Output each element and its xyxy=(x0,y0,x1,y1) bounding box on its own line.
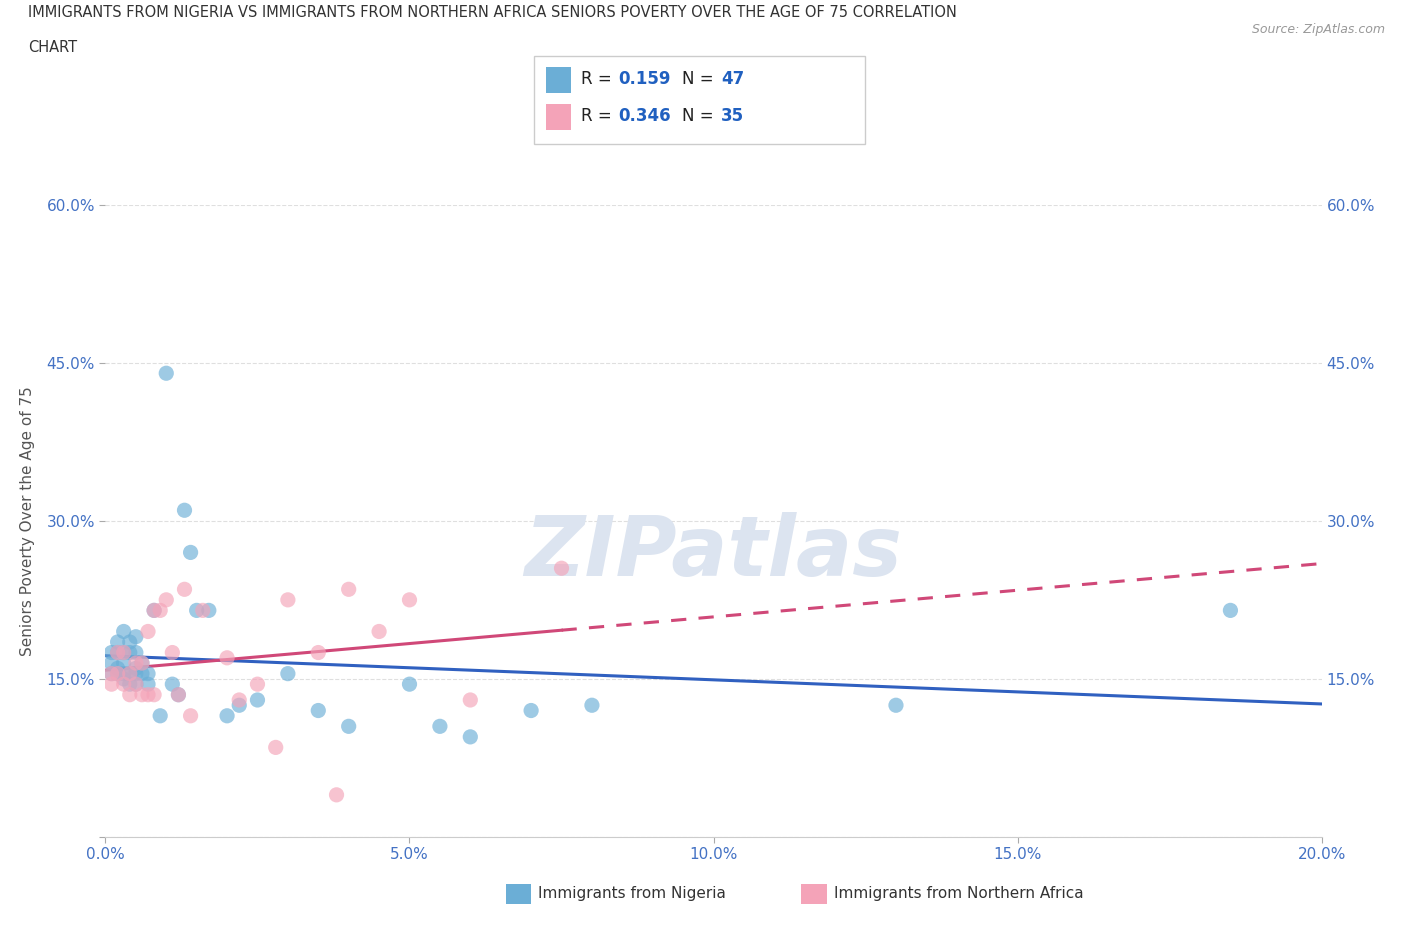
Text: N =: N = xyxy=(682,107,718,126)
Point xyxy=(277,592,299,607)
Text: 0.159: 0.159 xyxy=(619,70,671,88)
Text: CHART: CHART xyxy=(28,40,77,55)
Point xyxy=(112,624,135,639)
Point xyxy=(307,645,329,660)
Point xyxy=(581,698,603,712)
Point xyxy=(155,365,177,380)
Point xyxy=(107,645,129,660)
Point xyxy=(149,603,172,618)
Point xyxy=(162,677,184,692)
Point xyxy=(143,687,166,702)
Point xyxy=(112,671,135,686)
Point xyxy=(246,677,269,692)
Point xyxy=(107,666,129,681)
Point xyxy=(167,687,190,702)
Text: ZIPatlas: ZIPatlas xyxy=(524,512,903,593)
Text: IMMIGRANTS FROM NIGERIA VS IMMIGRANTS FROM NORTHERN AFRICA SENIORS POVERTY OVER : IMMIGRANTS FROM NIGERIA VS IMMIGRANTS FR… xyxy=(28,5,957,20)
Point xyxy=(198,603,221,618)
Point xyxy=(337,719,360,734)
Point xyxy=(118,645,141,660)
Point xyxy=(131,666,153,681)
Point xyxy=(125,645,148,660)
Point xyxy=(458,729,481,744)
Point xyxy=(368,624,391,639)
Point xyxy=(325,788,347,803)
Point xyxy=(149,709,172,724)
Point xyxy=(520,703,543,718)
Point xyxy=(180,545,202,560)
Point xyxy=(191,603,214,618)
Point xyxy=(100,677,122,692)
Point xyxy=(112,645,135,660)
Point xyxy=(112,666,135,681)
Point xyxy=(173,503,195,518)
Point xyxy=(118,666,141,681)
Point xyxy=(277,666,299,681)
Point xyxy=(217,709,239,724)
Point xyxy=(100,666,122,681)
Point xyxy=(136,687,159,702)
Text: 0.346: 0.346 xyxy=(619,107,671,126)
Point xyxy=(550,561,572,576)
Point xyxy=(180,709,202,724)
Point xyxy=(125,666,148,681)
Point xyxy=(125,656,148,671)
Point xyxy=(107,666,129,681)
Point xyxy=(398,592,420,607)
Text: R =: R = xyxy=(581,70,617,88)
Point xyxy=(337,582,360,597)
Point xyxy=(100,656,122,671)
Point xyxy=(112,677,135,692)
Text: 35: 35 xyxy=(721,107,744,126)
Point xyxy=(162,645,184,660)
Point xyxy=(307,703,329,718)
Point xyxy=(131,656,153,671)
Point xyxy=(112,656,135,671)
Point xyxy=(107,661,129,676)
Point xyxy=(136,677,159,692)
Point xyxy=(118,666,141,681)
Point xyxy=(125,677,148,692)
Y-axis label: Seniors Poverty Over the Age of 75: Seniors Poverty Over the Age of 75 xyxy=(21,386,35,656)
Point xyxy=(100,645,122,660)
Point xyxy=(246,693,269,708)
Point xyxy=(136,666,159,681)
Text: R =: R = xyxy=(581,107,617,126)
Point xyxy=(429,719,451,734)
Point xyxy=(155,592,177,607)
Point xyxy=(107,634,129,649)
Point xyxy=(125,661,148,676)
Point xyxy=(118,634,141,649)
Text: N =: N = xyxy=(682,70,718,88)
Point xyxy=(125,630,148,644)
Point xyxy=(186,603,208,618)
Point xyxy=(264,740,287,755)
Text: Immigrants from Northern Africa: Immigrants from Northern Africa xyxy=(834,886,1084,901)
Text: 47: 47 xyxy=(721,70,745,88)
Point xyxy=(112,645,135,660)
Point xyxy=(100,666,122,681)
Point xyxy=(1219,603,1241,618)
Point xyxy=(136,624,159,639)
Point xyxy=(217,650,239,665)
Text: Immigrants from Nigeria: Immigrants from Nigeria xyxy=(538,886,727,901)
Point xyxy=(884,698,907,712)
Point xyxy=(118,687,141,702)
Point xyxy=(228,698,250,712)
Point xyxy=(167,687,190,702)
Point xyxy=(131,656,153,671)
Point xyxy=(131,687,153,702)
Point xyxy=(143,603,166,618)
Point xyxy=(125,677,148,692)
Point xyxy=(228,693,250,708)
Point xyxy=(118,677,141,692)
Point xyxy=(458,693,481,708)
Point xyxy=(173,582,195,597)
Point xyxy=(398,677,420,692)
Text: Source: ZipAtlas.com: Source: ZipAtlas.com xyxy=(1251,23,1385,36)
Point xyxy=(143,603,166,618)
Point xyxy=(107,645,129,660)
